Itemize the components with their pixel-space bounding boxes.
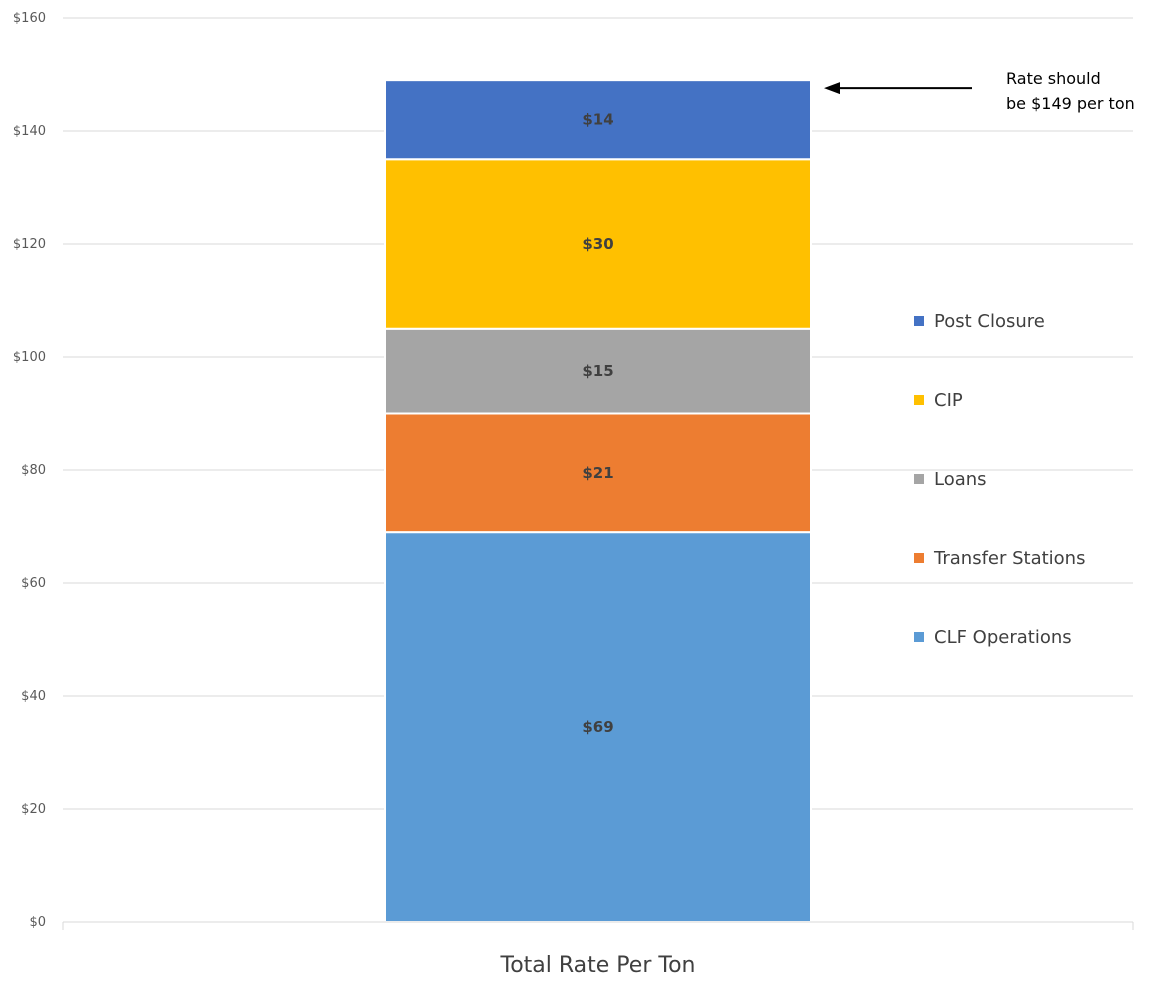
legend-swatch	[914, 395, 924, 405]
y-tick-label: $40	[21, 689, 46, 704]
legend-label: CLF Operations	[934, 627, 1072, 648]
bar-segment	[384, 79, 812, 161]
legend-swatch	[914, 632, 924, 642]
legend-label: Post Closure	[934, 311, 1045, 332]
legend-swatch	[914, 316, 924, 326]
y-tick-label: $140	[13, 124, 46, 139]
legend-label: CIP	[934, 390, 963, 411]
legend-swatch	[914, 553, 924, 563]
x-axis: Total Rate Per Ton	[62, 921, 1134, 978]
data-label: $21	[582, 464, 613, 482]
x-category-label: Total Rate Per Ton	[500, 953, 696, 978]
data-label: $30	[582, 235, 613, 253]
annotation: Rate should be $149 per ton	[824, 69, 1135, 113]
legend-swatch	[914, 474, 924, 484]
bar-segment	[384, 412, 812, 534]
data-label: $69	[582, 718, 613, 736]
y-tick-label: $160	[13, 11, 46, 26]
y-tick-label: $0	[29, 915, 46, 930]
data-labels: $69 $21 $15 $30 $14	[582, 111, 613, 736]
y-tick-label: $20	[21, 802, 46, 817]
annotation-text: Rate should	[1006, 69, 1101, 88]
legend: Post Closure CIP Loans Transfer Stations CLF…	[914, 311, 1085, 648]
y-tick-label: $60	[21, 576, 46, 591]
legend-label: Transfer Stations	[933, 548, 1085, 569]
y-tick-label: $80	[21, 463, 46, 478]
y-tick-label: $100	[13, 350, 46, 365]
bar-segment	[384, 158, 812, 330]
bar-segment	[384, 531, 812, 924]
legend-label: Loans	[934, 469, 987, 490]
annotation-text: be $149 per ton	[1006, 94, 1135, 113]
bar-segments	[384, 79, 812, 924]
y-axis-tick-labels: $0 $20 $40 $60 $80 $100 $120 $140 $160	[13, 11, 46, 930]
bar-segment	[384, 327, 812, 415]
annotation-arrowhead	[824, 82, 840, 95]
y-tick-label: $120	[13, 237, 46, 252]
data-label: $15	[582, 362, 613, 380]
data-label: $14	[582, 111, 613, 129]
